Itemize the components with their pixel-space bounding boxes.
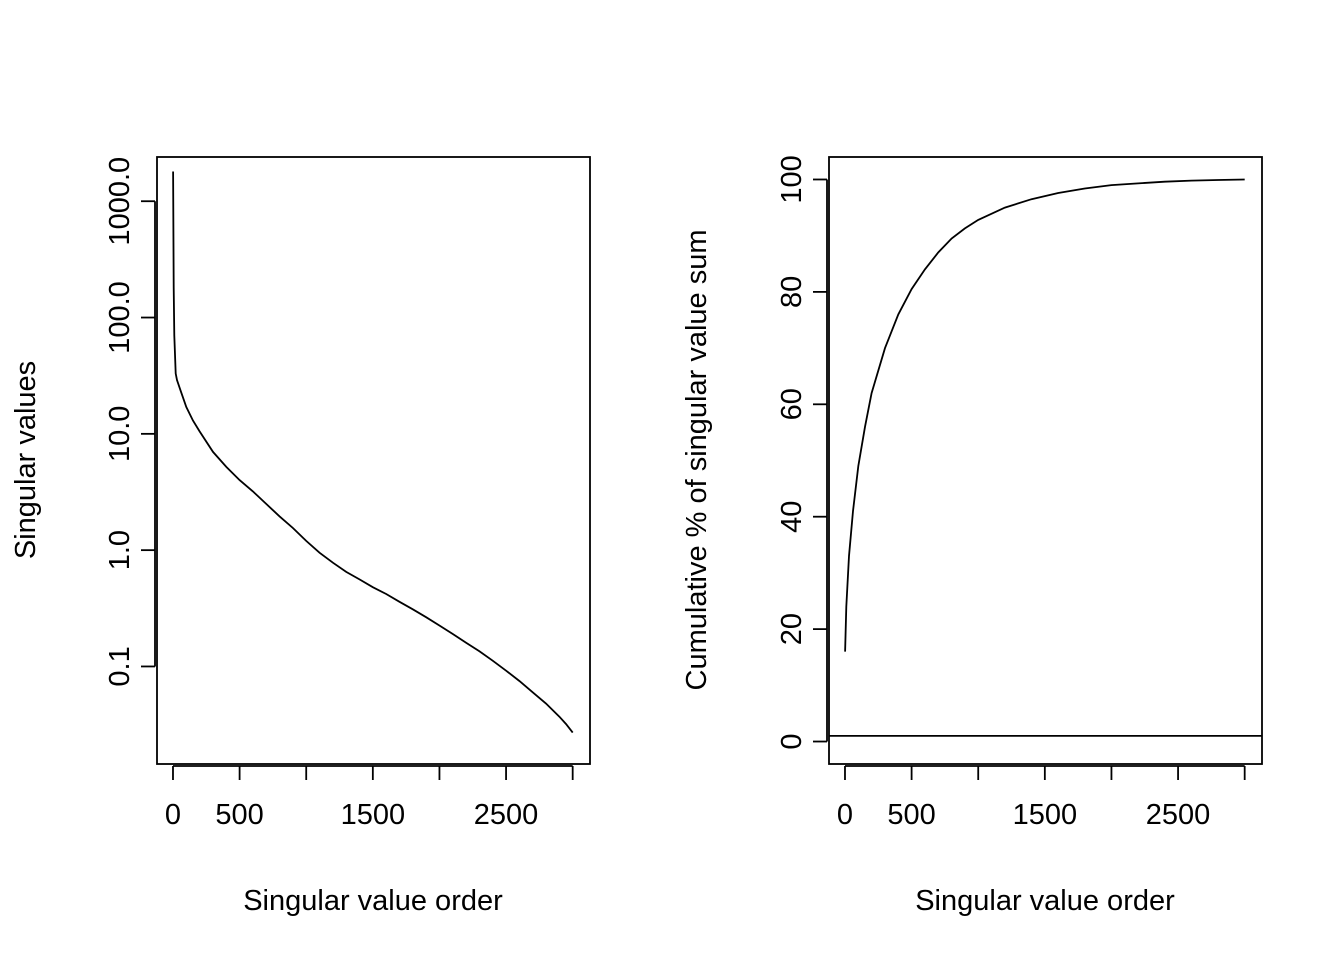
x-axis: 0 500 1500 2500 (165, 765, 574, 831)
series-group (172, 171, 574, 734)
x-tick-label: 500 (215, 799, 263, 831)
chart-panel-cumulative-percent: 0 500 1500 2500 0 20 40 60 80 100 Singular value… (681, 155, 1263, 917)
y-axis-title: Cumulative % of singular value sum (681, 230, 713, 691)
y-axis: 0.1 1.0 10.0 100.0 1000.0 (104, 157, 156, 687)
y-tick-label: 100 (776, 155, 808, 203)
y-tick-label: 1.0 (104, 530, 136, 570)
x-tick-label: 0 (165, 799, 181, 831)
y-tick-label: 1000.0 (104, 157, 136, 246)
plot-frame (156, 156, 591, 765)
y-tick-label: 10.0 (104, 406, 136, 462)
y-tick-label: 20 (776, 613, 808, 645)
x-axis: 0 500 1500 2500 (837, 765, 1246, 831)
x-axis-title: Singular value order (243, 885, 503, 917)
series-group (829, 178, 1262, 737)
y-tick-label: 80 (776, 276, 808, 308)
plot-frame (828, 156, 1263, 765)
x-tick-label: 500 (887, 799, 935, 831)
y-tick-label: 0.1 (104, 646, 136, 686)
y-tick-label: 0 (776, 733, 808, 749)
y-tick-label: 40 (776, 501, 808, 533)
series-line (172, 171, 574, 734)
x-tick-label: 1500 (341, 799, 406, 831)
x-tick-label: 1500 (1013, 799, 1078, 831)
series-line (844, 178, 1245, 652)
x-axis-title: Singular value order (915, 885, 1175, 917)
y-tick-label: 60 (776, 388, 808, 420)
chart-panel-singular-values: 0 500 1500 2500 0.1 1.0 10.0 100.0 1000.0 Singu… (10, 156, 591, 917)
x-tick-label: 2500 (474, 799, 539, 831)
x-tick-label: 0 (837, 799, 853, 831)
x-tick-label: 2500 (1146, 799, 1211, 831)
y-axis: 0 20 40 60 80 100 (776, 155, 828, 750)
y-axis-title: Singular values (10, 361, 42, 559)
y-tick-label: 100.0 (104, 281, 136, 354)
